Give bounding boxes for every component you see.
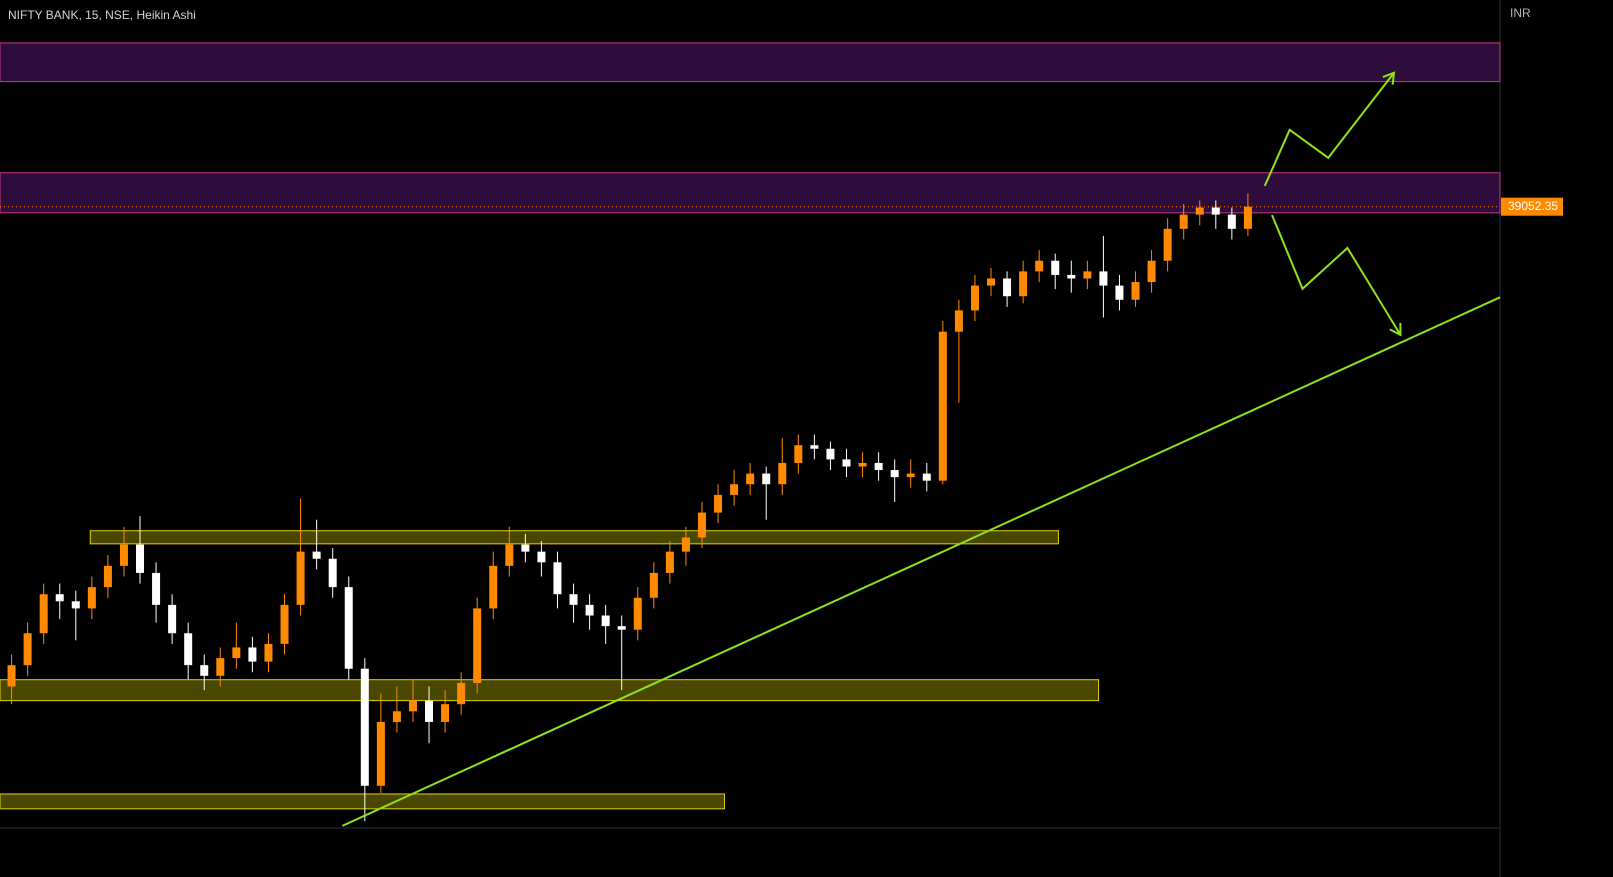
candle-body	[7, 665, 16, 687]
candle-body	[1083, 271, 1092, 279]
candle-body	[1195, 207, 1204, 215]
candle-body	[649, 572, 658, 598]
candle-body	[1131, 282, 1140, 300]
candle-body	[858, 462, 867, 467]
candle-body	[746, 473, 755, 485]
candle-body	[1211, 207, 1220, 215]
candle-body	[1179, 214, 1188, 229]
candle-body	[23, 633, 32, 666]
candle-body	[697, 512, 706, 538]
candle-body	[248, 647, 257, 662]
candle-body	[794, 445, 803, 463]
zone	[0, 679, 1100, 702]
candle-body	[473, 608, 482, 683]
candle-body	[762, 473, 771, 485]
candle-body	[408, 700, 417, 712]
candle-body	[328, 558, 337, 588]
candle-body	[1051, 260, 1060, 275]
candle-body	[987, 278, 996, 286]
candle-body	[296, 551, 305, 605]
candle-body	[1227, 214, 1236, 229]
candle-body	[601, 615, 610, 627]
candle-body	[71, 601, 80, 609]
candle-body	[312, 551, 321, 559]
candle-body	[1067, 274, 1076, 279]
candle-body	[1035, 260, 1044, 272]
candle-body	[842, 459, 851, 467]
arrow-path	[1263, 72, 1395, 187]
candle-body	[681, 537, 690, 552]
arrow-head	[1389, 322, 1402, 337]
candle-body	[216, 658, 225, 676]
candle-body	[376, 721, 385, 786]
candle-body	[890, 470, 899, 478]
chart-title: NIFTY BANK, 15, NSE, Heikin Ashi	[8, 8, 196, 22]
candle-body	[954, 310, 963, 332]
candle-body	[810, 445, 819, 449]
candle-body	[874, 462, 883, 471]
candle-body	[200, 665, 209, 676]
candle-body	[633, 597, 642, 630]
candle-body	[1147, 260, 1156, 283]
candle-body	[1243, 206, 1252, 229]
candle-body	[537, 551, 546, 563]
zone	[0, 172, 1501, 214]
candle-body	[39, 594, 48, 634]
zone	[0, 793, 725, 810]
candle-body	[457, 682, 466, 705]
candle-body	[103, 565, 112, 588]
candle-body	[360, 668, 369, 786]
candle-body	[714, 494, 723, 513]
candle-body	[136, 544, 145, 573]
candle-body	[441, 704, 450, 722]
zone	[0, 42, 1501, 83]
candle-body	[1099, 271, 1108, 286]
candle-body	[1019, 271, 1028, 297]
arrow-path	[1271, 214, 1402, 336]
candle-body	[922, 473, 931, 481]
candle-body	[55, 594, 64, 602]
candle-body	[392, 711, 401, 722]
candle-body	[344, 587, 353, 669]
last-price-box	[1501, 197, 1563, 216]
candle-body	[152, 572, 161, 605]
candle-body	[184, 633, 193, 666]
candle-body	[569, 594, 578, 605]
candle-body	[617, 626, 626, 630]
candle-body	[280, 604, 289, 644]
candle-body	[505, 544, 514, 566]
trend-line	[341, 296, 1501, 827]
candle-body	[938, 331, 947, 481]
candle-body	[970, 285, 979, 311]
candle-body	[425, 700, 434, 722]
candle-body	[521, 544, 530, 552]
candle-body	[168, 604, 177, 634]
candle-body	[778, 462, 787, 485]
zone	[89, 530, 1059, 545]
last-price-label: 39052.35	[1508, 199, 1558, 213]
arrow-head	[1382, 71, 1396, 85]
candle-body	[264, 643, 273, 662]
candle-body	[119, 544, 128, 566]
candle-body	[489, 565, 498, 609]
candle-body	[730, 484, 739, 495]
candle-body	[585, 604, 594, 616]
candle-body	[87, 587, 96, 609]
candle-body	[1003, 278, 1012, 297]
candle-body	[553, 562, 562, 595]
candle-body	[826, 448, 835, 460]
candle-body	[1115, 285, 1124, 300]
candle-body	[232, 647, 241, 659]
candle-body	[1163, 228, 1172, 261]
candle-body	[665, 551, 674, 573]
candle-body	[906, 473, 915, 478]
currency-label: INR	[1510, 6, 1531, 20]
